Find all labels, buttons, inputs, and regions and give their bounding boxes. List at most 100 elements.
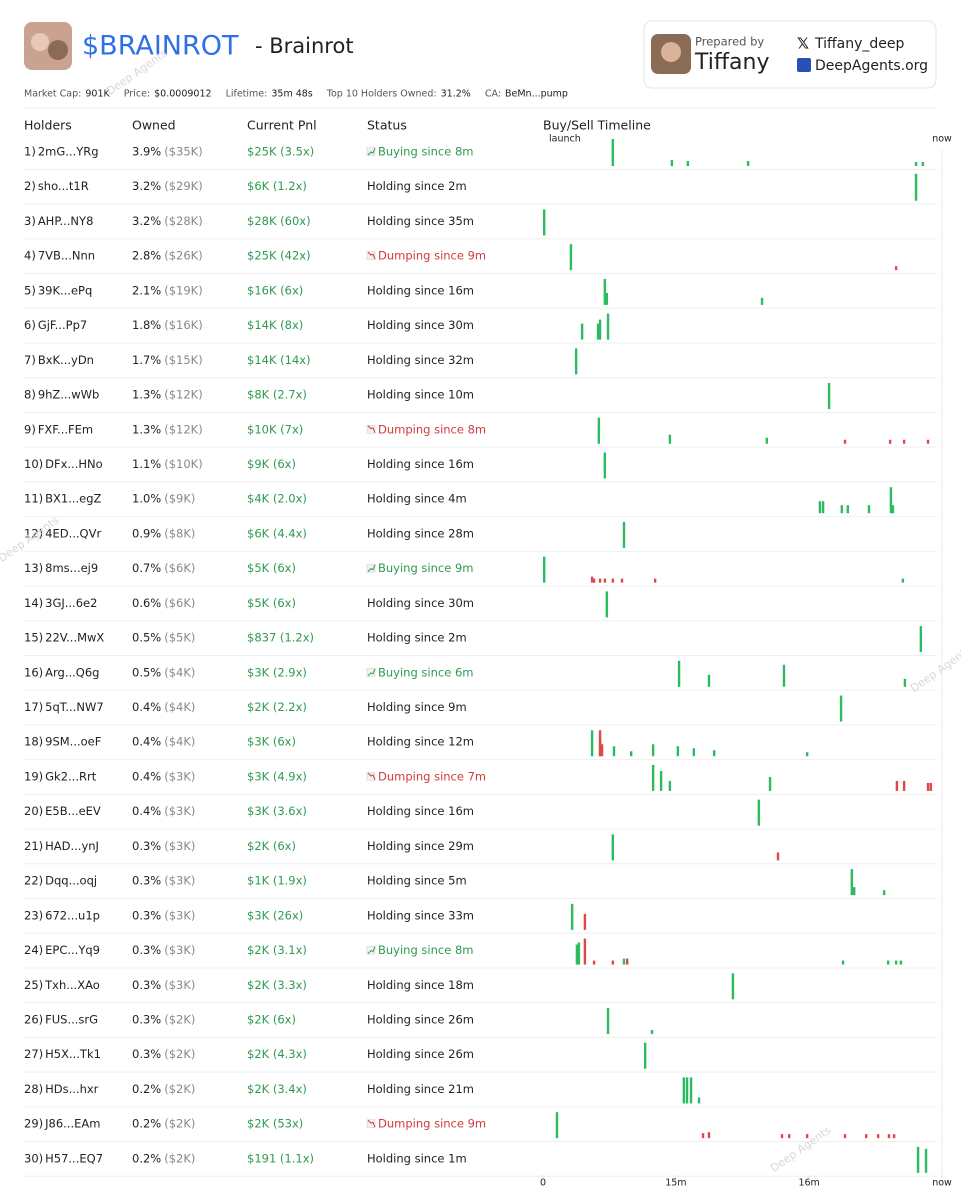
buy-bar [677,660,681,687]
pnl: $28K (60x) [247,214,311,228]
rank: 9) [24,422,36,436]
pnl: $3K (26x) [247,908,303,922]
buy-bar [542,556,546,583]
status: Holding since 26m [367,1013,474,1027]
holder: 2mG...YRg [38,145,99,159]
rank: 10) [24,457,43,471]
buy-bar [686,161,690,166]
sell-bar [876,1134,880,1139]
stat-value: BeMn...pump [505,89,568,100]
timeline-end: now [932,134,952,145]
buy-bar [580,323,584,340]
sell-bar [805,1134,809,1139]
buy-bar [606,1008,610,1034]
column-header: Holders [24,118,72,133]
holder: 3GJ...6e2 [45,596,97,610]
buy-bar [889,487,893,514]
owned-usd: ($3K) [164,874,195,888]
owned-usd: ($3K) [164,943,195,957]
holder: BX1...egZ [45,492,101,506]
holder: HDs...hxr [45,1082,99,1096]
owned: 0.3% [132,1013,161,1027]
column-header: Status [367,118,407,133]
pnl: $6K (4.4x) [247,526,307,540]
rank: 24) [24,943,43,957]
owned-usd: ($6K) [164,596,195,610]
holder: Arg...Q6g [45,665,99,679]
buy-bar [676,746,680,757]
column-header: Current Pnl [247,118,317,133]
sell-bar [600,744,604,757]
pnl: $837 (1.2x) [247,631,314,645]
status: Holding since 16m [367,457,474,471]
rank: 15) [24,631,43,645]
sell-bar [843,439,847,444]
owned-usd: ($2K) [164,1117,195,1131]
x-tick-label: 15m [665,1178,686,1189]
buy-bar [924,1148,928,1173]
holder: 9SM...oeF [45,735,101,749]
buy-bar [622,958,626,965]
sell-bar [894,266,898,271]
owned: 2.8% [132,249,161,263]
status: Dumping since 8m [378,422,486,436]
owned-usd: ($3K) [164,908,195,922]
status: Holding since 12m [367,735,474,749]
sell-bar [780,1134,784,1139]
status: Holding since 2m [367,179,467,193]
owned-usd: ($5K) [164,631,195,645]
buy-bar [629,751,633,757]
status-arrow [367,425,376,433]
holder: AHP...NY8 [38,214,94,228]
rank: 6) [24,318,36,332]
pnl: $14K (14x) [247,353,311,367]
owned-usd: ($3K) [164,804,195,818]
sell-bar [592,960,596,965]
owned: 0.7% [132,561,161,575]
holder: FUS...srG [45,1013,98,1027]
owned: 1.3% [132,422,161,436]
pnl: $3K (2.9x) [247,665,307,679]
rank: 20) [24,804,43,818]
status: Holding since 32m [367,353,474,367]
rank: 26) [24,1013,43,1027]
sell-bar [653,578,657,583]
buy-bar [821,501,825,514]
owned: 1.7% [132,353,161,367]
buy-bar [901,578,905,583]
sell-bar [929,782,933,791]
buy-bar [603,278,607,305]
rank: 3) [24,214,36,228]
buy-bar [746,161,750,166]
owned-usd: ($19K) [164,283,202,297]
buy-bar [903,678,907,687]
holder: 7VB...Nnn [38,249,95,263]
holder: J86...EAm [44,1117,100,1131]
status: Holding since 5m [367,874,467,888]
owned: 0.9% [132,526,161,540]
buy-bar [867,505,871,514]
owned-usd: ($2K) [164,1047,195,1061]
buy-bar [805,752,809,757]
x-logo: 𝕏 [797,35,809,53]
owned-usd: ($35K) [164,145,202,159]
owned: 0.3% [132,1047,161,1061]
rank: 27) [24,1047,43,1061]
owned-usd: ($6K) [164,561,195,575]
stat-label: CA: [485,89,501,100]
owned-usd: ($8K) [164,526,195,540]
buy-bar [712,750,716,757]
buy-bar [643,1042,647,1069]
status: Holding since 9m [367,700,467,714]
status: Holding since 18m [367,978,474,992]
sell-bar [598,730,602,757]
rank: 12) [24,526,43,540]
status: Dumping since 7m [378,769,486,783]
owned-usd: ($4K) [164,735,195,749]
holder: 39K...ePq [38,283,92,297]
holder: 4ED...QVr [45,526,101,540]
owned: 0.3% [132,874,161,888]
buy-bar [555,1112,559,1139]
prepared-label: Prepared by [695,35,764,49]
owned-usd: ($12K) [164,388,202,402]
